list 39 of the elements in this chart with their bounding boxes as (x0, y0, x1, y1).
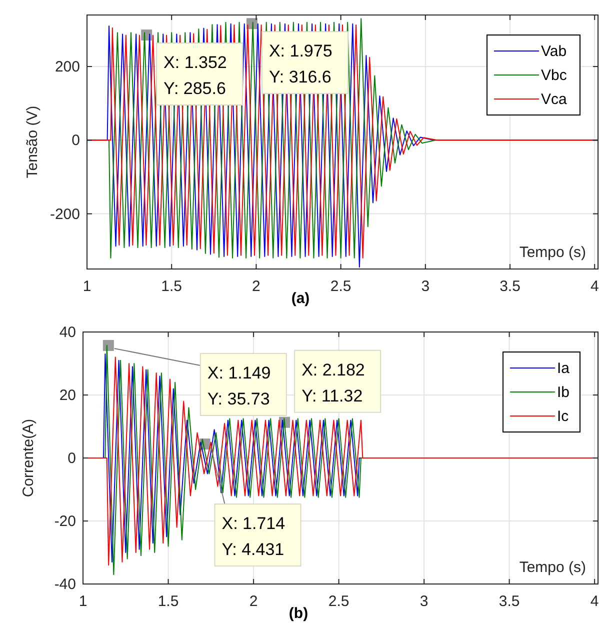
y-tick-label: 200 (54, 58, 80, 76)
x-tick-label: 4 (590, 278, 599, 295)
legend-label: Vca (541, 91, 568, 108)
y-tick-label: 40 (59, 324, 76, 341)
legend-label: Ic (557, 408, 570, 425)
y-tick-label: 0 (72, 132, 80, 150)
y-axis-title: Corrente(A) (20, 418, 37, 498)
legend-label: Ib (557, 384, 570, 401)
annotation: X: 1.149 Y: 35.73 (207, 363, 271, 408)
text: (b) (288, 605, 308, 622)
x-tick-label: 4 (590, 593, 599, 610)
x-tick-label: 2 (252, 278, 260, 295)
y-tick-label: -20 (54, 513, 76, 530)
x-tick-label: 1 (82, 278, 92, 295)
y-tick-label: 20 (59, 387, 76, 404)
x-axis-title: Tempo (s) (519, 244, 586, 261)
x-axis-title: Tempo (s) (519, 559, 586, 576)
x-tick-label: 3 (421, 278, 430, 295)
x-tick-label: 3 (420, 593, 428, 610)
annotation: X: 2.182 Y: 11.32 (302, 360, 365, 406)
x-tick-label: 1 (78, 593, 88, 610)
annotation: X: 1.352 Y: 285.6 (164, 53, 227, 98)
annotation: X: 1.714 Y: 4.431 (222, 514, 286, 560)
x-tick-label: 3.5 (498, 593, 520, 610)
y-tick-label: -200 (50, 206, 80, 223)
legend-label: Vab (541, 43, 567, 60)
x-tick-label: 1.5 (161, 278, 182, 295)
y-tick-label: -40 (54, 576, 76, 593)
legend-label: Vbc (541, 67, 568, 84)
x-tick-label: 2.5 (330, 278, 352, 295)
x-tick-label: 2 (249, 593, 258, 610)
x-tick-label: 1.5 (158, 593, 179, 610)
legend-label: Ia (557, 360, 570, 377)
text: (a) (291, 290, 310, 307)
y-tick-label: 0 (68, 450, 76, 467)
annotation: X: 1.975 Y: 316.6 (268, 42, 332, 87)
x-tick-label: 3.5 (500, 278, 520, 295)
y-axis-title: Tensão (V) (24, 106, 41, 178)
x-tick-label: 2.5 (328, 593, 350, 610)
